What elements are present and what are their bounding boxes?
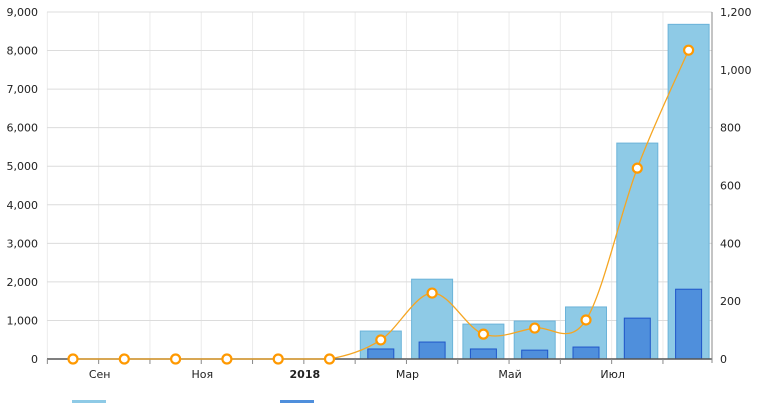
bar-series2 [469, 348, 497, 360]
bar-series2 [521, 349, 549, 360]
line-point [118, 353, 130, 365]
line-point [426, 287, 438, 299]
line-point [682, 44, 695, 56]
y-left-tick-label: 8,000 [7, 45, 39, 58]
x-tick-label: Май [498, 368, 521, 381]
x-tick-label: Ноя [191, 368, 213, 381]
y-right-tick-label: 1,000 [720, 64, 752, 77]
line-series3 [73, 49, 690, 360]
legend-swatch-series2 [280, 400, 314, 403]
y-right-tick-label: 400 [720, 237, 741, 250]
y-right-tick-label: 200 [720, 295, 741, 308]
legend-swatch-series1 [72, 400, 106, 403]
y-right-tick-label: 1,200 [720, 6, 752, 19]
y-right-tick-label: 800 [720, 122, 741, 135]
y-left-tick-label: 0 [31, 353, 38, 366]
line-point [580, 314, 592, 326]
x-tick-label: Мар [396, 368, 419, 381]
bar-series2 [572, 346, 600, 360]
y-left-tick-label: 2,000 [7, 276, 39, 289]
y-left-tick-label: 1,000 [7, 314, 39, 327]
y-left-tick-label: 3,000 [7, 237, 39, 250]
line-point [170, 353, 182, 365]
line-point [221, 353, 233, 365]
line-point [477, 328, 489, 340]
line-point [375, 334, 387, 346]
line-point [323, 353, 336, 365]
line-point [631, 162, 643, 174]
bar-series2 [623, 317, 651, 360]
x-tick-label: Сен [89, 368, 111, 381]
line-point [67, 353, 79, 365]
bar-series2 [418, 341, 446, 360]
y-right-tick-label: 600 [720, 180, 741, 193]
bar-series2 [675, 288, 703, 360]
line-point [272, 353, 284, 365]
y-right-tick-label: 0 [720, 353, 727, 366]
y-left-tick-label: 9,000 [7, 6, 39, 19]
line-point [529, 322, 541, 334]
y-left-tick-label: 6,000 [7, 122, 39, 135]
y-left-tick-label: 7,000 [7, 83, 39, 96]
x-tick-label: 2018 [290, 368, 321, 381]
y-left-tick-label: 5,000 [7, 160, 39, 173]
y-left-tick-label: 4,000 [7, 199, 39, 212]
x-tick-label: Июл [600, 368, 625, 381]
bar-series2 [367, 348, 395, 360]
